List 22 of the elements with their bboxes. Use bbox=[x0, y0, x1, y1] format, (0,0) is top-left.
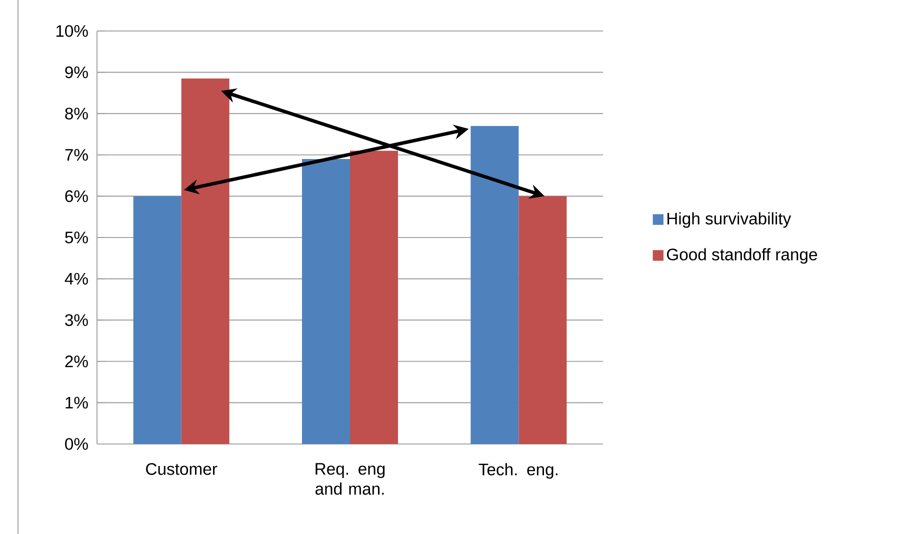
bar bbox=[302, 159, 350, 444]
bar bbox=[181, 78, 230, 444]
y-tick-label: 1% bbox=[66, 396, 88, 409]
y-tick-label: 5% bbox=[65, 232, 88, 244]
legend-label: Good standoff range bbox=[666, 248, 818, 264]
bar bbox=[518, 196, 567, 444]
y-tick-label: 10% bbox=[56, 25, 88, 37]
y-tick-label: 6% bbox=[65, 190, 88, 202]
bar bbox=[133, 196, 182, 444]
y-tick-label: 9% bbox=[65, 66, 88, 78]
y-tick-label: 8% bbox=[65, 108, 88, 120]
x-tick-label: Tech. eng. bbox=[478, 463, 558, 479]
y-tick-label: 3% bbox=[65, 314, 88, 326]
bar bbox=[470, 126, 519, 444]
y-tick-label: 7% bbox=[65, 149, 88, 161]
x-tick-label: Customer bbox=[146, 463, 218, 475]
y-tick-label: 2% bbox=[65, 356, 88, 368]
y-tick-label: 0% bbox=[65, 438, 88, 450]
legend-label: High survivability bbox=[667, 212, 792, 228]
x-tick-label: Req. eng and man. bbox=[316, 463, 385, 495]
y-tick-label: 4% bbox=[64, 272, 88, 285]
bar bbox=[350, 150, 398, 444]
